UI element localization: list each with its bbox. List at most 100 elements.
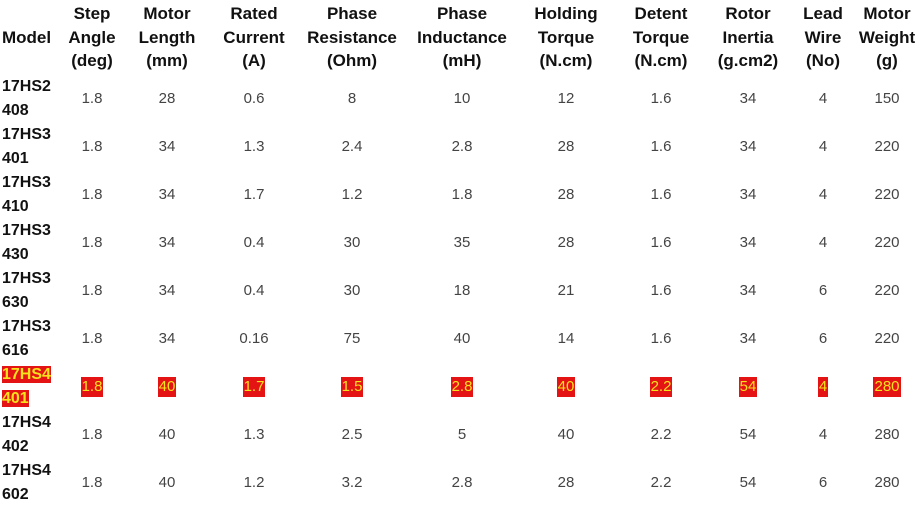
detent-torque-cell: 1.6 [650,282,672,299]
phase-inductance-cell: 5 [457,426,467,443]
table-row: 17HS3 430 1.8 34 0.4 30 35 28 1.6 34 4 2… [0,219,920,267]
motor-length-cell: 34 [158,186,176,203]
phase-resistance-cell: 1.5 [294,363,410,411]
phase-resistance-cell: 1.2 [341,186,363,203]
rotor-inertia-cell: 34 [739,234,757,251]
motor-weight-cell: 280 [874,426,900,443]
highlighted-value: 1.8 [80,376,104,397]
rated-current-cell: 1.2 [243,474,265,491]
phase-inductance-cell: 1.8 [451,186,473,203]
rotor-inertia-cell: 34 [739,330,757,347]
detent-torque-cell: 1.6 [650,330,672,347]
rotor-inertia-cell: 34 [739,90,757,107]
motor-length-cell: 34 [158,234,176,251]
column-header-phase-resistance: Phase Resistance (Ohm) [307,4,397,70]
highlighted-value: 280 [873,376,901,397]
rotor-inertia-cell: 54 [704,363,792,411]
rated-current-cell: 0.6 [243,90,265,107]
model-cell: 17HS2 408 [2,77,51,119]
phase-resistance-cell: 30 [343,234,361,251]
lead-wire-cell: 4 [818,138,828,155]
rated-current-cell: 0.4 [243,282,265,299]
model-cell: 17HS3 630 [2,269,51,311]
model-cell: 17HS4 402 [2,413,51,455]
highlighted-value: 2.2 [649,376,673,397]
table-row: 17HS3 401 1.8 34 1.3 2.4 2.8 28 1.6 34 4… [0,123,920,171]
motor-weight-cell: 220 [874,282,900,299]
holding-torque-cell: 28 [557,186,575,203]
table-row: 17HS4 602 1.8 40 1.2 3.2 2.8 28 2.2 54 6… [0,459,920,507]
detent-torque-cell: 1.6 [650,138,672,155]
phase-inductance-cell: 2.8 [451,474,473,491]
phase-inductance-cell: 2.8 [410,363,514,411]
phase-resistance-cell: 75 [343,330,361,347]
step-angle-cell: 1.8 [81,426,103,443]
column-header-step-angle: Step Angle (deg) [68,4,116,70]
detent-torque-cell: 2.2 [618,363,704,411]
column-header-motor-length: Motor Length (mm) [138,4,196,70]
highlighted-value: 54 [738,376,758,397]
model-cell: 17HS3 430 [2,221,51,263]
highlighted-value: 2.8 [450,376,474,397]
column-header-model: Model [2,27,52,47]
model-cell: 17HS3 616 [2,317,51,359]
lead-wire-cell: 4 [818,90,828,107]
column-header-rotor-inertia: Rotor Inertia (g.cm2) [717,4,779,70]
lead-wire-cell: 4 [818,426,828,443]
column-header-rated-current: Rated Current (A) [223,4,285,70]
step-angle-cell: 1.8 [81,186,103,203]
step-angle-cell: 1.8 [81,234,103,251]
highlighted-value: 40 [556,376,576,397]
phase-resistance-cell: 8 [347,90,357,107]
phase-inductance-cell: 18 [453,282,471,299]
table-row: 17HS3 410 1.8 34 1.7 1.2 1.8 28 1.6 34 4… [0,171,920,219]
rated-current-cell: 1.3 [243,426,265,443]
model-cell: 17HS3 401 [2,125,51,167]
column-header-holding-torque: Holding Torque (N.cm) [534,4,598,70]
header-row: Model Step Angle (deg) Motor Length (mm)… [0,0,920,75]
column-header-detent-torque: Detent Torque (N.cm) [632,4,690,70]
phase-inductance-cell: 35 [453,234,471,251]
motor-length-cell: 34 [158,282,176,299]
motor-length-cell: 34 [158,138,176,155]
holding-torque-cell: 28 [557,474,575,491]
motor-weight-cell: 220 [874,330,900,347]
lead-wire-cell: 4 [792,363,854,411]
phase-resistance-cell: 2.4 [341,138,363,155]
step-angle-cell: 1.8 [81,90,103,107]
rotor-inertia-cell: 54 [739,426,757,443]
holding-torque-cell: 14 [557,330,575,347]
motor-weight-cell: 220 [874,186,900,203]
lead-wire-cell: 4 [818,234,828,251]
motor-weight-cell: 280 [854,363,920,411]
holding-torque-cell: 28 [557,138,575,155]
motor-length-cell: 40 [120,363,214,411]
model-cell: 17HS4 602 [2,461,51,503]
lead-wire-cell: 6 [818,282,828,299]
motor-weight-cell: 280 [874,474,900,491]
rated-current-cell: 0.16 [239,330,269,347]
column-header-lead-wire: Lead Wire (No) [803,4,843,70]
rotor-inertia-cell: 34 [739,138,757,155]
holding-torque-cell: 40 [557,426,575,443]
phase-inductance-cell: 40 [453,330,471,347]
motor-weight-cell: 150 [874,90,900,107]
rotor-inertia-cell: 34 [739,282,757,299]
motor-length-cell: 40 [158,474,176,491]
holding-torque-cell: 28 [557,234,575,251]
rotor-inertia-cell: 54 [739,474,757,491]
table-row: 17HS3 616 1.8 34 0.16 75 40 14 1.6 34 6 … [0,315,920,363]
lead-wire-cell: 4 [818,186,828,203]
step-angle-cell: 1.8 [81,474,103,491]
step-angle-cell: 1.8 [64,363,120,411]
column-header-motor-weight: Motor Weight (g) [858,4,916,70]
detent-torque-cell: 1.6 [650,90,672,107]
holding-torque-cell: 40 [514,363,618,411]
table-row: 17HS2 408 1.8 28 0.6 8 10 12 1.6 34 4 15… [0,75,920,123]
rated-current-cell: 1.3 [243,138,265,155]
highlighted-value: 1.5 [340,376,364,397]
rated-current-cell: 1.7 [214,363,294,411]
highlighted-value: 4 [817,376,829,397]
lead-wire-cell: 6 [818,474,828,491]
highlighted-value: 40 [157,376,177,397]
